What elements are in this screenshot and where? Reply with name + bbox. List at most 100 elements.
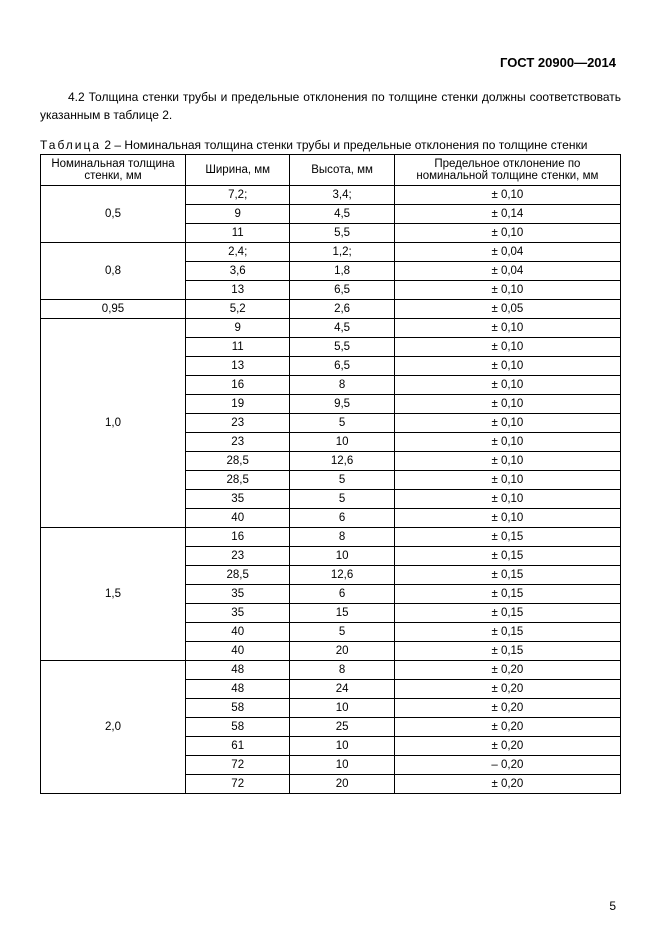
cell-deviation: ± 0,10 xyxy=(394,433,620,452)
cell-width: 3,6 xyxy=(186,262,290,281)
cell-width: 7,2; xyxy=(186,186,290,205)
cell-width: 9 xyxy=(186,319,290,338)
table-row: 1,5168± 0,15 xyxy=(41,528,621,547)
cell-nominal: 1,0 xyxy=(41,319,186,528)
page-number: 5 xyxy=(609,899,616,913)
cell-nominal: 0,5 xyxy=(41,186,186,243)
cell-width: 58 xyxy=(186,718,290,737)
cell-deviation: ± 0,14 xyxy=(394,205,620,224)
cell-height: 15 xyxy=(290,604,394,623)
cell-deviation: ± 0,04 xyxy=(394,262,620,281)
cell-height: 6,5 xyxy=(290,357,394,376)
cell-deviation: ± 0,15 xyxy=(394,623,620,642)
table-row: 0,955,22,6± 0,05 xyxy=(41,300,621,319)
cell-width: 28,5 xyxy=(186,566,290,585)
col-width: Ширина, мм xyxy=(186,155,290,186)
cell-deviation: ± 0,04 xyxy=(394,243,620,262)
cell-height: 20 xyxy=(290,775,394,794)
table-body: 0,57,2;3,4;± 0,1094,5± 0,14115,5± 0,100,… xyxy=(41,186,621,794)
document-page: ГОСТ 20900—2014 4.2 Толщина стенки трубы… xyxy=(0,0,661,935)
cell-height: 10 xyxy=(290,737,394,756)
cell-height: 6 xyxy=(290,509,394,528)
cell-deviation: ± 0,05 xyxy=(394,300,620,319)
gost-standard-header: ГОСТ 20900—2014 xyxy=(40,55,621,70)
cell-height: 25 xyxy=(290,718,394,737)
cell-width: 61 xyxy=(186,737,290,756)
cell-width: 2,4; xyxy=(186,243,290,262)
col-height: Высота, мм xyxy=(290,155,394,186)
table-caption-rest: 2 – Номинальная толщина стенки трубы и п… xyxy=(101,138,587,152)
cell-height: 24 xyxy=(290,680,394,699)
cell-height: 1,2; xyxy=(290,243,394,262)
cell-height: 8 xyxy=(290,528,394,547)
cell-width: 35 xyxy=(186,604,290,623)
cell-width: 35 xyxy=(186,490,290,509)
cell-width: 13 xyxy=(186,357,290,376)
cell-height: 5 xyxy=(290,490,394,509)
cell-deviation: ± 0,20 xyxy=(394,680,620,699)
cell-height: 5 xyxy=(290,471,394,490)
cell-width: 48 xyxy=(186,680,290,699)
cell-width: 11 xyxy=(186,338,290,357)
cell-deviation: ± 0,20 xyxy=(394,661,620,680)
cell-deviation: ± 0,15 xyxy=(394,642,620,661)
cell-height: 5,5 xyxy=(290,224,394,243)
cell-deviation: ± 0,10 xyxy=(394,395,620,414)
cell-height: 8 xyxy=(290,661,394,680)
cell-deviation: ± 0,10 xyxy=(394,281,620,300)
cell-deviation: ± 0,10 xyxy=(394,376,620,395)
col-nominal: Номинальная толщина стенки, мм xyxy=(41,155,186,186)
cell-deviation: ± 0,20 xyxy=(394,699,620,718)
cell-deviation: ± 0,10 xyxy=(394,186,620,205)
table-row: 1,094,5± 0,10 xyxy=(41,319,621,338)
cell-deviation: ± 0,15 xyxy=(394,585,620,604)
cell-height: 5 xyxy=(290,623,394,642)
cell-deviation: ± 0,10 xyxy=(394,490,620,509)
cell-height: 5 xyxy=(290,414,394,433)
cell-deviation: ± 0,15 xyxy=(394,547,620,566)
cell-deviation: ± 0,10 xyxy=(394,471,620,490)
cell-height: 5,5 xyxy=(290,338,394,357)
table-header-row: Номинальная толщина стенки, мм Ширина, м… xyxy=(41,155,621,186)
cell-width: 40 xyxy=(186,623,290,642)
cell-height: 20 xyxy=(290,642,394,661)
cell-height: 8 xyxy=(290,376,394,395)
cell-width: 72 xyxy=(186,775,290,794)
cell-deviation: ± 0,10 xyxy=(394,357,620,376)
cell-width: 58 xyxy=(186,699,290,718)
table-caption: Таблица 2 – Номинальная толщина стенки т… xyxy=(40,138,621,152)
table-row: 0,57,2;3,4;± 0,10 xyxy=(41,186,621,205)
table-row: 0,82,4;1,2;± 0,04 xyxy=(41,243,621,262)
cell-width: 19 xyxy=(186,395,290,414)
col-deviation: Предельное отклонение по номинальной тол… xyxy=(394,155,620,186)
cell-deviation: ± 0,10 xyxy=(394,319,620,338)
cell-nominal: 2,0 xyxy=(41,661,186,794)
cell-deviation: ± 0,10 xyxy=(394,224,620,243)
cell-width: 48 xyxy=(186,661,290,680)
cell-nominal: 0,95 xyxy=(41,300,186,319)
table-row: 2,0488± 0,20 xyxy=(41,661,621,680)
cell-width: 35 xyxy=(186,585,290,604)
cell-width: 23 xyxy=(186,433,290,452)
cell-width: 23 xyxy=(186,547,290,566)
cell-nominal: 1,5 xyxy=(41,528,186,661)
cell-width: 40 xyxy=(186,509,290,528)
intro-paragraph: 4.2 Толщина стенки трубы и предельные от… xyxy=(40,88,621,124)
cell-height: 12,6 xyxy=(290,452,394,471)
cell-deviation: ± 0,20 xyxy=(394,775,620,794)
cell-height: 10 xyxy=(290,756,394,775)
cell-width: 23 xyxy=(186,414,290,433)
cell-height: 10 xyxy=(290,433,394,452)
cell-deviation: – 0,20 xyxy=(394,756,620,775)
cell-height: 2,6 xyxy=(290,300,394,319)
cell-width: 28,5 xyxy=(186,452,290,471)
cell-height: 12,6 xyxy=(290,566,394,585)
cell-deviation: ± 0,15 xyxy=(394,566,620,585)
cell-width: 40 xyxy=(186,642,290,661)
thickness-table: Номинальная толщина стенки, мм Ширина, м… xyxy=(40,154,621,794)
cell-height: 4,5 xyxy=(290,319,394,338)
cell-width: 16 xyxy=(186,376,290,395)
cell-height: 4,5 xyxy=(290,205,394,224)
cell-height: 3,4; xyxy=(290,186,394,205)
table-caption-word: Таблица xyxy=(40,138,101,152)
